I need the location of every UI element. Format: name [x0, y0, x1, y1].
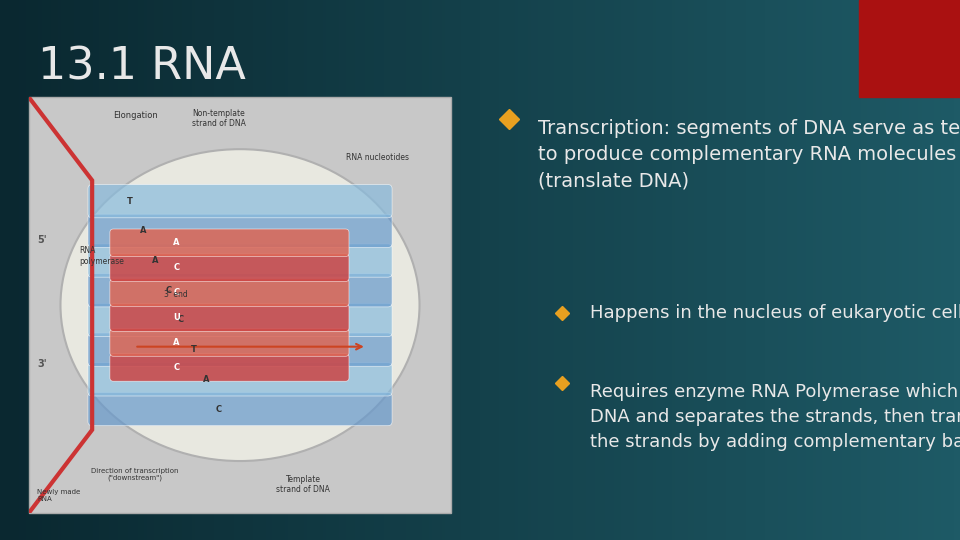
Text: Non-template
strand of DNA: Non-template strand of DNA — [192, 109, 246, 129]
Text: C: C — [165, 286, 171, 295]
FancyBboxPatch shape — [109, 279, 349, 306]
Text: 3': 3' — [37, 360, 47, 369]
Ellipse shape — [60, 149, 420, 461]
FancyBboxPatch shape — [88, 244, 392, 277]
FancyBboxPatch shape — [88, 214, 392, 247]
Text: Transcription: segments of DNA serve as templates
to produce complementary RNA m: Transcription: segments of DNA serve as … — [538, 119, 960, 191]
FancyBboxPatch shape — [109, 229, 349, 256]
FancyBboxPatch shape — [109, 354, 349, 381]
Text: A: A — [153, 256, 158, 265]
FancyBboxPatch shape — [109, 329, 349, 356]
FancyBboxPatch shape — [109, 254, 349, 281]
FancyBboxPatch shape — [88, 274, 392, 307]
Text: Happens in the nucleus of eukaryotic cells: Happens in the nucleus of eukaryotic cel… — [590, 304, 960, 322]
Text: A: A — [203, 375, 209, 384]
Text: RNA nucleotides: RNA nucleotides — [346, 153, 409, 161]
Text: C: C — [174, 288, 180, 297]
FancyBboxPatch shape — [88, 303, 392, 336]
Text: T: T — [191, 345, 197, 354]
FancyBboxPatch shape — [88, 333, 392, 366]
Text: Newly made
RNA: Newly made RNA — [37, 489, 81, 502]
Text: C: C — [216, 404, 222, 414]
Text: Direction of transcription
("downstream"): Direction of transcription ("downstream"… — [90, 468, 179, 481]
Text: 3' end: 3' end — [164, 290, 188, 299]
Text: RNA
polymerase: RNA polymerase — [80, 246, 125, 266]
Text: 5': 5' — [37, 235, 47, 245]
Text: C: C — [178, 315, 184, 325]
FancyBboxPatch shape — [109, 304, 349, 332]
Text: C: C — [174, 263, 180, 272]
Text: U: U — [173, 313, 180, 322]
Text: Requires enzyme RNA Polymerase which binds to
DNA and separates the strands, the: Requires enzyme RNA Polymerase which bin… — [590, 383, 960, 451]
Text: A: A — [174, 338, 180, 347]
Text: T: T — [128, 197, 133, 206]
Text: Elongation: Elongation — [113, 111, 158, 120]
Text: Template
strand of DNA: Template strand of DNA — [276, 475, 330, 494]
Bar — [859, 0, 960, 97]
FancyBboxPatch shape — [88, 185, 392, 218]
Text: A: A — [174, 238, 180, 247]
FancyBboxPatch shape — [88, 393, 392, 426]
Text: C: C — [174, 363, 180, 372]
Text: A: A — [139, 226, 146, 235]
Text: 13.1 RNA: 13.1 RNA — [38, 46, 247, 89]
Bar — [29, 97, 451, 513]
FancyBboxPatch shape — [88, 363, 392, 396]
